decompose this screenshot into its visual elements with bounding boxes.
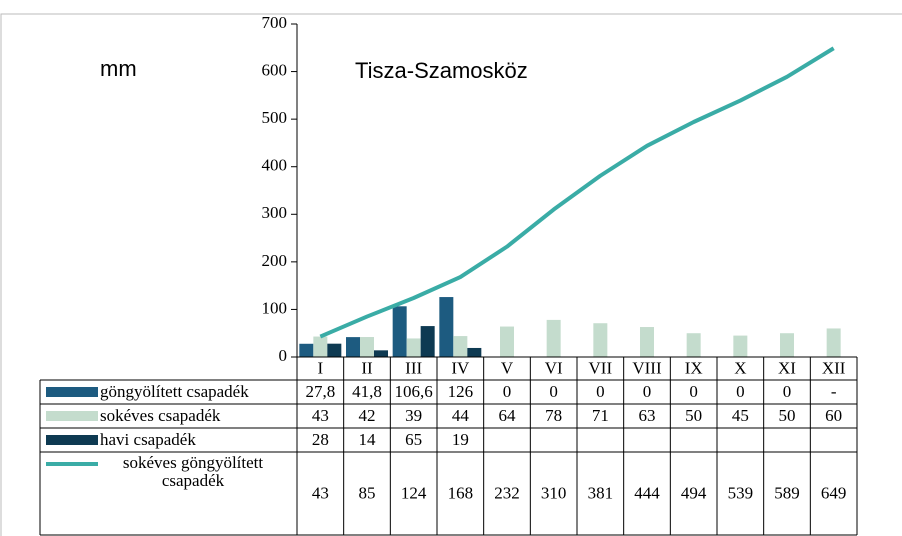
table-cell: 41,8	[352, 382, 382, 401]
legend-key	[46, 435, 98, 445]
bar	[733, 335, 748, 357]
bar	[346, 337, 360, 357]
table-cell: 45	[732, 406, 749, 425]
table-cell: 19	[452, 430, 469, 449]
table-cell: 0	[736, 382, 745, 401]
x-tick-label: I	[317, 358, 323, 377]
table-cell: 43	[312, 406, 329, 425]
table-cell: 14	[359, 430, 377, 449]
table-cell: 65	[405, 430, 422, 449]
bar	[546, 319, 561, 357]
table-cell: 27,8	[305, 382, 335, 401]
bar	[640, 327, 654, 357]
y-tick-label: 600	[262, 60, 288, 79]
table-cell: 50	[779, 406, 796, 425]
x-tick-label: XII	[822, 358, 846, 377]
bar	[453, 336, 468, 357]
x-tick-label: VII	[589, 358, 613, 377]
bar	[406, 338, 421, 357]
table-cell: 44	[452, 406, 470, 425]
table-cell: 126	[448, 382, 474, 401]
x-tick-label: III	[405, 358, 422, 377]
legend-label: havi csapadék	[100, 430, 196, 449]
x-tick-label: VI	[545, 358, 563, 377]
x-tick-label: IX	[685, 358, 703, 377]
table-cell: 28	[312, 430, 329, 449]
line	[319, 46, 835, 339]
table-cell: 39	[405, 406, 422, 425]
legend-label: sokéves göngyölített csapadék	[122, 453, 264, 490]
table-cell: 85	[359, 483, 376, 502]
x-tick-label: VIII	[632, 358, 662, 377]
chart-title: Tisza-Szamosköz	[355, 58, 528, 83]
table-cell: 381	[588, 483, 614, 502]
table-cell: 310	[541, 483, 567, 502]
x-tick-label: II	[361, 358, 373, 377]
legend-label: sokéves csapadék	[100, 406, 221, 425]
table-cell: 649	[821, 483, 847, 502]
table-cell: 232	[494, 483, 520, 502]
table-cell: 63	[639, 406, 656, 425]
table-cell: 0	[783, 382, 792, 401]
y-tick-label: 300	[262, 203, 288, 222]
bar	[420, 326, 435, 357]
y-tick-label: 500	[262, 108, 288, 127]
bar	[299, 343, 314, 357]
legend-key	[46, 411, 98, 421]
bar	[686, 333, 701, 357]
table-cell: 50	[685, 406, 702, 425]
y-tick-label: 400	[262, 156, 288, 175]
bar	[500, 326, 514, 357]
bar	[467, 347, 482, 357]
bar	[439, 297, 454, 357]
table-cell: 64	[499, 406, 517, 425]
bar	[374, 350, 388, 357]
table-cell: 0	[689, 382, 698, 401]
bar	[593, 323, 608, 357]
legend-key	[46, 387, 98, 397]
x-tick-label: XI	[778, 358, 796, 377]
table-cell: 106,6	[395, 382, 433, 401]
bar	[327, 343, 342, 357]
table-cell: 168	[448, 483, 474, 502]
table-cell: 0	[643, 382, 652, 401]
table-cell: 589	[774, 483, 800, 502]
table-cell: 494	[681, 483, 707, 502]
bar	[826, 328, 841, 357]
table-cell: 60	[825, 406, 842, 425]
y-tick-label: 200	[262, 251, 288, 270]
y-tick-label: 100	[262, 298, 288, 317]
x-tick-label: V	[501, 358, 514, 377]
table-cell: 78	[545, 406, 562, 425]
bar	[780, 333, 794, 357]
bar	[313, 336, 328, 357]
bar	[360, 337, 374, 357]
table-cell: 124	[401, 483, 427, 502]
x-tick-label: IV	[451, 358, 470, 377]
table-cell: 0	[596, 382, 605, 401]
table-cell: 444	[634, 483, 660, 502]
legend-label: göngyölített csapadék	[100, 382, 249, 401]
table-cell: 71	[592, 406, 609, 425]
y-axis-label: mm	[100, 56, 137, 81]
table-cell: 539	[728, 483, 754, 502]
bar	[392, 306, 407, 357]
table-cell: -	[831, 382, 837, 401]
table-cell: 43	[312, 483, 329, 502]
y-tick-label: 700	[262, 13, 288, 32]
x-tick-label: X	[734, 358, 746, 377]
table-cell: 0	[549, 382, 558, 401]
table-cell: 42	[359, 406, 376, 425]
table-cell: 0	[503, 382, 512, 401]
y-tick-label: 0	[279, 346, 288, 365]
chart-border	[0, 13, 902, 536]
